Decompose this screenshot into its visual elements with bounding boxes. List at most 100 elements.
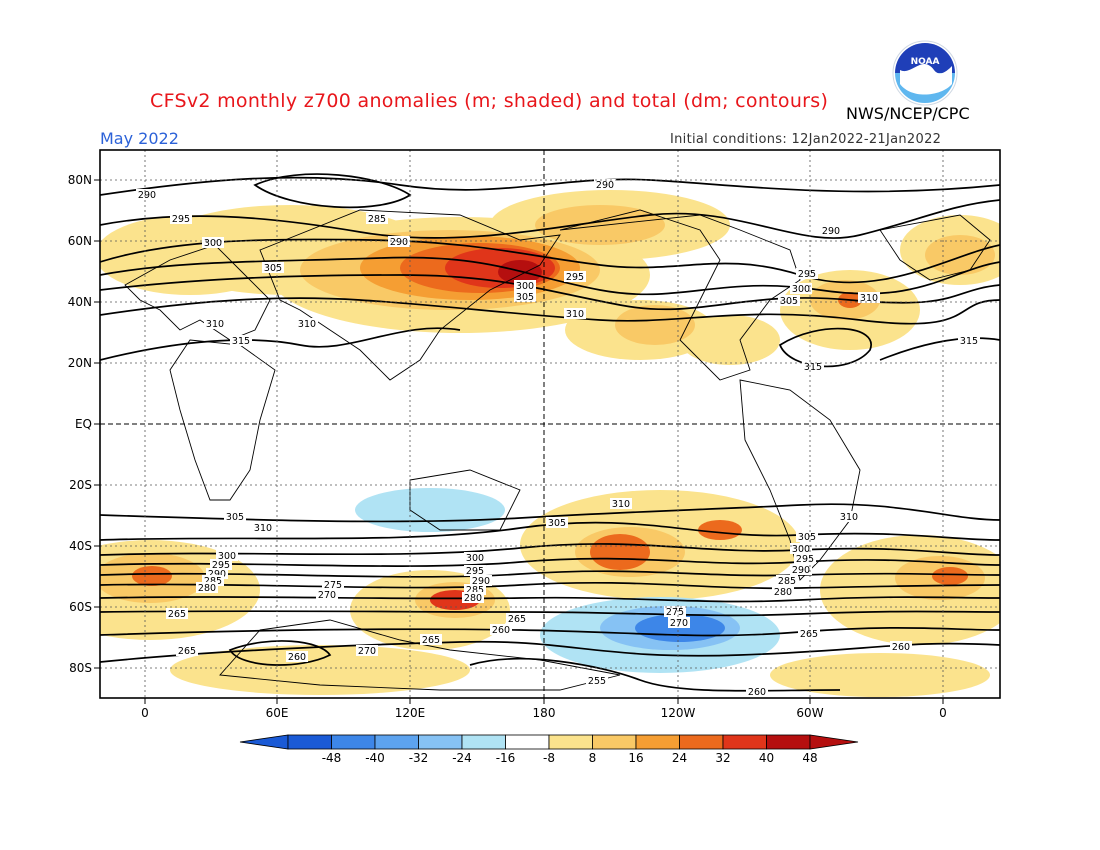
contour-label: 290 bbox=[790, 564, 812, 576]
noaa-logo: NOAA bbox=[892, 40, 958, 106]
contour-label: 295 bbox=[210, 559, 232, 571]
lat-label-60s: 60S bbox=[69, 600, 92, 614]
svg-text:310: 310 bbox=[566, 309, 584, 320]
contour-label: 280 bbox=[462, 592, 484, 604]
contour-label: 295 bbox=[464, 565, 486, 577]
svg-text:275: 275 bbox=[666, 607, 684, 618]
contour-label: 275 bbox=[664, 606, 686, 618]
contour-label: 290 bbox=[820, 225, 842, 237]
svg-text:315: 315 bbox=[960, 336, 978, 347]
svg-text:290: 290 bbox=[390, 237, 408, 248]
svg-text:260: 260 bbox=[492, 625, 510, 636]
colorbar-bin bbox=[505, 734, 550, 750]
graticule bbox=[100, 150, 1000, 698]
contour-label: 285 bbox=[366, 213, 388, 225]
svg-text:300: 300 bbox=[204, 238, 222, 249]
svg-text:285: 285 bbox=[204, 576, 222, 587]
contour-label: 295 bbox=[796, 268, 818, 280]
contour-label: 260 bbox=[890, 641, 912, 653]
contour-label: 305 bbox=[514, 291, 536, 303]
svg-text:270: 270 bbox=[670, 618, 688, 629]
colorbar-tick-label: -16 bbox=[495, 751, 516, 765]
svg-text:265: 265 bbox=[800, 629, 818, 640]
agency-label: NWS/NCEP/CPC bbox=[846, 104, 970, 123]
contour-label: 300 bbox=[790, 543, 812, 555]
contour-label: 305 bbox=[796, 531, 818, 543]
colorbar-arrow-left bbox=[239, 734, 289, 750]
contour-label: 310 bbox=[610, 498, 632, 510]
contour-label: 270 bbox=[356, 645, 378, 657]
contour-label: 265 bbox=[506, 613, 528, 625]
svg-text:295: 295 bbox=[172, 214, 190, 225]
svg-text:270: 270 bbox=[358, 646, 376, 657]
contour-label: 305 bbox=[224, 511, 246, 523]
colorbar-tick-label: 24 bbox=[671, 751, 688, 765]
contour-label: 285 bbox=[776, 575, 798, 587]
logo-text: NOAA bbox=[911, 57, 940, 67]
svg-text:280: 280 bbox=[198, 583, 216, 594]
lat-label-20n: 20N bbox=[67, 356, 92, 370]
lat-label-40s: 40S bbox=[69, 539, 92, 553]
lon-label-120w: 120W bbox=[660, 706, 696, 720]
contour-label: 305 bbox=[262, 262, 284, 274]
lon-label-180: 180 bbox=[532, 706, 556, 720]
svg-text:305: 305 bbox=[548, 518, 566, 529]
lat-label-20s: 20S bbox=[69, 478, 92, 492]
contour-label: 280 bbox=[196, 582, 218, 594]
contour-label: 305 bbox=[546, 517, 568, 529]
svg-text:275: 275 bbox=[324, 580, 342, 591]
colorbar-bin bbox=[722, 734, 767, 750]
svg-text:310: 310 bbox=[860, 293, 878, 304]
svg-text:255: 255 bbox=[588, 676, 606, 687]
colorbar-bin bbox=[592, 734, 637, 750]
contour-label: 285 bbox=[464, 584, 486, 596]
svg-text:265: 265 bbox=[168, 609, 186, 620]
colorbar-tick-label: -8 bbox=[543, 751, 555, 765]
colorbar-tick-label: -48 bbox=[321, 751, 342, 765]
contour-label: 265 bbox=[176, 645, 198, 657]
svg-text:310: 310 bbox=[298, 319, 316, 330]
contour-label: 310 bbox=[252, 522, 274, 534]
svg-text:295: 295 bbox=[798, 269, 816, 280]
svg-text:285: 285 bbox=[368, 214, 386, 225]
contour-label: 300 bbox=[514, 280, 536, 292]
contour-label: 290 bbox=[594, 179, 616, 191]
contour-label: 260 bbox=[490, 624, 512, 636]
colorbar-tick-label: 8 bbox=[588, 751, 597, 765]
colorbar-bin bbox=[766, 734, 811, 750]
lon-label-0-east: 0 bbox=[939, 706, 947, 720]
svg-text:260: 260 bbox=[892, 642, 910, 653]
contour-label: 260 bbox=[286, 651, 308, 663]
contour-label: 310 bbox=[204, 318, 226, 330]
colorbar-tick-label: 40 bbox=[758, 751, 775, 765]
svg-text:265: 265 bbox=[178, 646, 196, 657]
svg-text:315: 315 bbox=[232, 336, 250, 347]
contour-label: 315 bbox=[958, 335, 980, 347]
svg-text:300: 300 bbox=[218, 551, 236, 562]
lat-label-80s: 80S bbox=[69, 661, 92, 675]
colorbar bbox=[239, 734, 859, 750]
lon-label-120e: 120E bbox=[394, 706, 426, 720]
lat-label-eq: EQ bbox=[74, 417, 92, 431]
colorbar-bin bbox=[374, 734, 419, 750]
colorbar-bin bbox=[418, 734, 463, 750]
colorbar-bin bbox=[548, 734, 593, 750]
svg-text:280: 280 bbox=[464, 593, 482, 604]
svg-text:305: 305 bbox=[516, 292, 534, 303]
contour-label: 275 bbox=[322, 579, 344, 591]
svg-text:300: 300 bbox=[792, 544, 810, 555]
contour-label: 310 bbox=[296, 318, 318, 330]
colorbar-tick-label: -40 bbox=[365, 751, 385, 765]
contour-label: 295 bbox=[564, 271, 586, 283]
svg-text:295: 295 bbox=[466, 566, 484, 577]
contour-label: 285 bbox=[202, 575, 224, 587]
svg-text:315: 315 bbox=[804, 362, 822, 373]
svg-text:290: 290 bbox=[792, 565, 810, 576]
reference-lines bbox=[100, 150, 1000, 698]
colorbar-bin bbox=[287, 734, 332, 750]
contour-label: 290 bbox=[136, 189, 158, 201]
svg-text:305: 305 bbox=[264, 263, 282, 274]
chart-title: CFSv2 monthly z700 anomalies (m; shaded)… bbox=[150, 90, 829, 112]
svg-text:265: 265 bbox=[508, 614, 526, 625]
contour-label: 315 bbox=[230, 335, 252, 347]
